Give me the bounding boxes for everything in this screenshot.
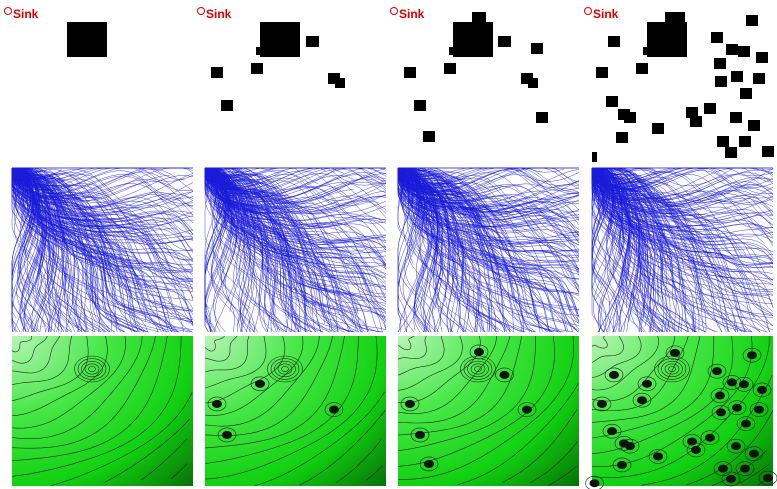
obstacle-peak bbox=[415, 431, 425, 439]
obstacle bbox=[606, 96, 618, 107]
obstacle-peak bbox=[617, 461, 627, 469]
obstacle bbox=[690, 116, 702, 127]
obstacle-peak bbox=[705, 434, 715, 442]
obstacle-peak bbox=[712, 367, 722, 375]
obstacle-peak bbox=[255, 380, 265, 388]
obstacle bbox=[260, 22, 300, 57]
obstacle bbox=[717, 136, 729, 147]
obstacle bbox=[536, 112, 548, 123]
obstacle bbox=[647, 22, 687, 57]
obstacle-peak bbox=[500, 371, 510, 379]
obstacle-peak bbox=[637, 396, 647, 404]
sink-marker bbox=[391, 8, 398, 15]
obstacle bbox=[762, 146, 774, 157]
obstacle bbox=[306, 36, 319, 47]
obstacle-peak bbox=[691, 446, 701, 454]
obstacle bbox=[444, 63, 456, 74]
obstacle bbox=[67, 22, 107, 57]
obstacle-peak bbox=[741, 420, 751, 428]
obstacle-peak bbox=[731, 442, 741, 450]
sink-label: Sink bbox=[206, 7, 232, 21]
sink-marker bbox=[5, 8, 12, 15]
obstacle-peak bbox=[763, 474, 773, 482]
obstacle bbox=[221, 100, 233, 111]
obstacle bbox=[731, 71, 743, 82]
obstacle bbox=[748, 120, 760, 131]
sink-label: Sink bbox=[593, 7, 619, 21]
sink-label: Sink bbox=[13, 7, 39, 21]
sink-marker bbox=[198, 8, 205, 15]
obstacle bbox=[753, 73, 765, 84]
flow-field bbox=[12, 168, 193, 332]
obstacle-peak bbox=[609, 371, 619, 379]
obstacle bbox=[616, 132, 628, 143]
obstacle bbox=[726, 44, 738, 55]
obstacle bbox=[528, 78, 538, 88]
obstacle-peak bbox=[329, 406, 339, 414]
obstacle bbox=[665, 12, 685, 24]
obstacle-peak bbox=[522, 406, 532, 414]
obstacle-peak bbox=[222, 431, 232, 439]
obstacle bbox=[256, 47, 264, 55]
obstacle-peak bbox=[747, 351, 757, 359]
obstacle-peak bbox=[474, 348, 484, 356]
obstacle bbox=[714, 58, 726, 69]
obstacle bbox=[414, 100, 426, 111]
obstacle bbox=[711, 32, 723, 43]
obstacle-peak bbox=[642, 380, 652, 388]
obstacle bbox=[531, 43, 543, 54]
obstacle-peak bbox=[732, 404, 742, 412]
obstacle-peak bbox=[607, 427, 617, 435]
obstacle-peak bbox=[757, 386, 767, 394]
flow-field bbox=[592, 168, 773, 332]
sink-marker bbox=[585, 8, 592, 15]
obstacle bbox=[725, 147, 737, 158]
obstacle bbox=[746, 15, 758, 26]
obstacle-peak bbox=[739, 380, 749, 388]
obstacle bbox=[738, 46, 750, 57]
obstacle bbox=[608, 36, 620, 47]
obstacle bbox=[596, 67, 608, 78]
flow-field bbox=[398, 168, 579, 332]
flow-field bbox=[205, 168, 386, 332]
obstacle bbox=[472, 12, 486, 22]
obstacle-peak bbox=[653, 452, 663, 460]
obstacle bbox=[636, 63, 648, 74]
obstacle bbox=[453, 22, 493, 57]
obstacle-peak bbox=[726, 475, 736, 483]
obstacle bbox=[624, 112, 636, 123]
obstacle-peak bbox=[754, 406, 764, 414]
obstacle bbox=[449, 47, 457, 55]
obstacle-peak bbox=[590, 479, 600, 487]
obstacle bbox=[423, 131, 435, 142]
obstacle bbox=[739, 136, 751, 147]
obstacle bbox=[592, 152, 597, 162]
obstacle bbox=[715, 76, 727, 87]
obstacle bbox=[335, 78, 345, 88]
obstacle bbox=[652, 123, 664, 134]
obstacle bbox=[756, 52, 768, 63]
obstacle-peak bbox=[718, 465, 728, 473]
obstacle-peak bbox=[405, 400, 415, 408]
obstacle bbox=[730, 112, 742, 123]
obstacle-peak bbox=[749, 450, 759, 458]
obstacle bbox=[704, 103, 716, 114]
obstacle bbox=[404, 67, 416, 78]
sink-label: Sink bbox=[399, 7, 425, 21]
obstacle-peak bbox=[740, 465, 750, 473]
obstacle-peak bbox=[424, 460, 434, 468]
obstacle-peak bbox=[212, 400, 222, 408]
obstacle bbox=[211, 67, 223, 78]
obstacle-peak bbox=[687, 437, 697, 445]
obstacle bbox=[251, 63, 263, 74]
obstacle bbox=[643, 47, 651, 55]
obstacle bbox=[498, 36, 511, 47]
obstacle-peak bbox=[625, 442, 635, 450]
figure: Sink Sink Sink Sink bbox=[0, 0, 777, 489]
obstacle bbox=[740, 88, 752, 99]
obstacle-peak bbox=[597, 400, 607, 408]
obstacle-peak bbox=[716, 408, 726, 416]
obstacle-peak bbox=[715, 392, 725, 400]
obstacle-peak bbox=[670, 349, 680, 357]
